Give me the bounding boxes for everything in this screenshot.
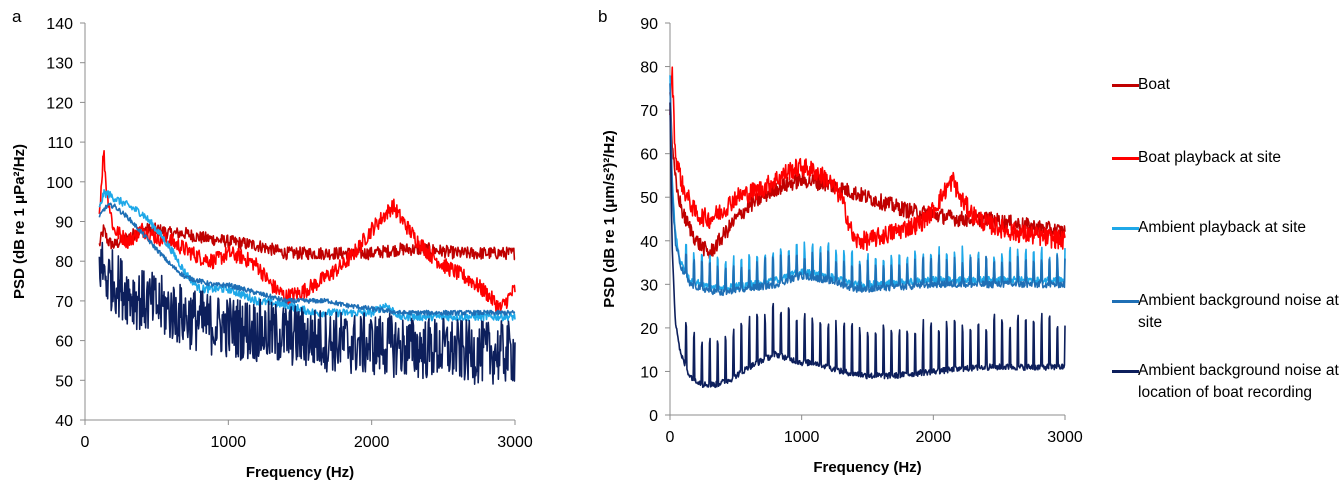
panel-b-x-tick-label: 0 [666,429,675,446]
legend-swatch-boat [1112,84,1139,87]
panel-a-y-tick-label: 110 [47,135,73,152]
panel-a-series-0 [98,222,516,261]
panel-a-y-axis-title: PSD (dB re 1 μPa²/Hz) [11,144,28,299]
panel-a-y-tick-label: 140 [46,16,73,33]
panel-a-y-tick-label: 120 [46,95,73,112]
panel-a-x-tick-label: 1000 [211,434,247,451]
panel-b-series-3 [669,83,1066,297]
panel-b-label: b [598,7,607,26]
panel-a-y-tick-label: 100 [46,175,73,192]
panel-b-y-tick-label: 0 [649,408,658,425]
panel-a-y-tick-label: 40 [55,413,73,430]
panel-b-y-tick-label: 60 [640,147,658,164]
legend-label-boat-playback: Boat playback at site [1138,149,1282,166]
panel-a-label: a [12,7,22,26]
legend-label-ambient-background: Ambient background noise at site [1138,292,1339,331]
panel-b-x-axis-title: Frequency (Hz) [813,459,921,476]
panel-b-y-tick-label: 80 [640,60,658,77]
panel-a-x-tick-label: 2000 [354,434,390,451]
panel-b-series-2 [669,75,1066,292]
panel-a-y-tick-label: 60 [55,334,73,351]
panel-b-y-tick-label: 40 [640,234,658,251]
legend-swatch-ambient-background [1112,300,1139,303]
panel-a-x-tick-label: 3000 [497,434,533,451]
panel-a-series-1 [98,150,516,315]
panel-b-series-0 [669,92,1066,260]
panel-a-x-tick-label: 0 [81,434,90,451]
panel-b-y-tick-label: 50 [640,190,658,207]
panel-a-y-tick-label: 90 [55,215,73,232]
panel-b-y-tick-label: 70 [640,103,658,120]
panel-b-x-tick-label: 1000 [784,429,820,446]
panel-b-y-axis-title: PSD (dB re 1 (μm/s²)²/Hz) [601,130,618,308]
panel-b-x-tick-label: 3000 [1047,429,1083,446]
panel-a-series-3 [98,202,516,316]
legend-swatch-ambient-remote [1112,370,1139,373]
panel-b-y-tick-label: 10 [640,364,658,381]
panel-b-y-tick-label: 20 [640,321,658,338]
legend: Boat Boat playback at site Ambient playb… [1112,0,1343,485]
panel-b-series-4 [669,102,1066,389]
legend-swatch-boat-playback [1112,157,1139,160]
panel-a-y-tick-label: 80 [55,254,73,271]
legend-swatch-ambient-playback [1112,227,1139,230]
legend-label-boat: Boat [1138,76,1170,93]
legend-label-ambient-remote: Ambient background noise at location of … [1138,362,1339,401]
panel-b-y-tick-label: 90 [640,16,658,33]
panel-a-y-tick-label: 130 [46,56,73,73]
legend-label-ambient-playback: Ambient playback at site [1138,219,1307,236]
panel-a-series-2 [98,188,516,322]
panel-a-y-tick-label: 50 [55,373,73,390]
panel-b-series-1 [669,66,1066,252]
panel-b-x-tick-label: 2000 [916,429,952,446]
panel-b-y-tick-label: 30 [640,277,658,294]
panel-a-y-tick-label: 70 [55,294,73,311]
panel-a-series-4 [98,241,516,385]
panel-a-x-axis-title: Frequency (Hz) [246,464,354,481]
